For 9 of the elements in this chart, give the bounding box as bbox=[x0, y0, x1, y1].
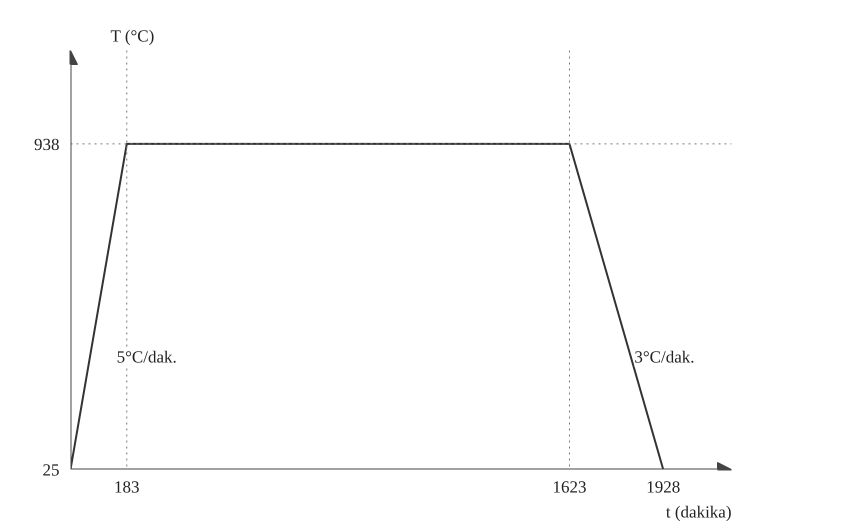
x-tick-label: 183 bbox=[114, 478, 140, 496]
annotation: 3°C/dak. bbox=[634, 348, 695, 367]
annotation: 5°C/dak. bbox=[116, 348, 177, 367]
y-tick-label: 25 bbox=[42, 460, 60, 480]
x-tick-label: 1928 bbox=[646, 478, 680, 496]
x-tick-label: 1623 bbox=[552, 478, 586, 496]
y-tick-label: 938 bbox=[34, 134, 60, 154]
x-axis-title: t (dakika) bbox=[666, 502, 732, 522]
y-axis-title: T (°C) bbox=[110, 26, 154, 46]
